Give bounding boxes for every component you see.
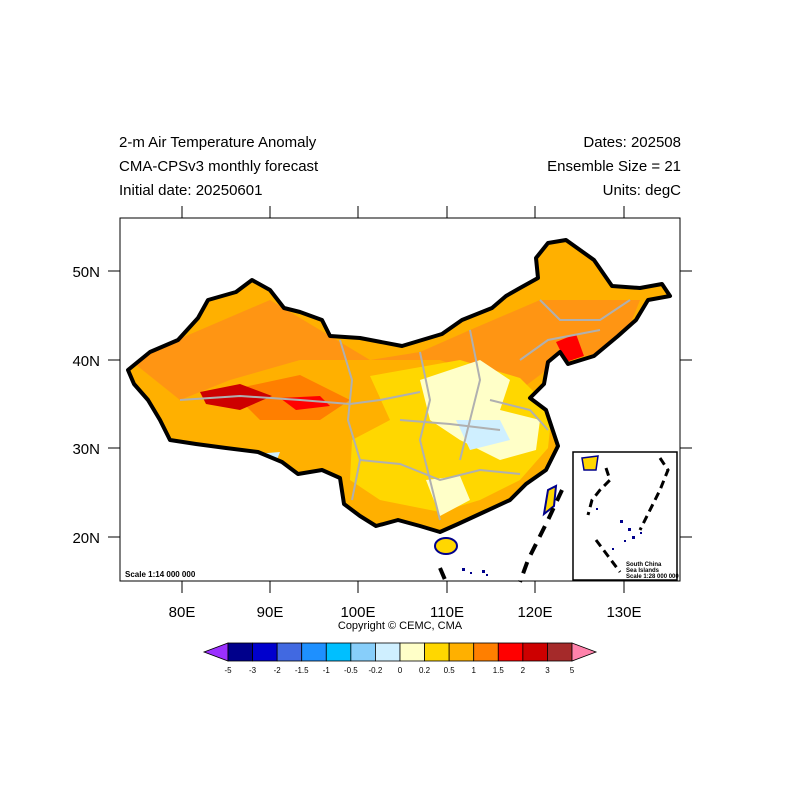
colorbar-swatch xyxy=(375,642,401,662)
colorbar-label: -0.5 xyxy=(344,666,358,675)
inset-scale: Scale 1:28 000 000 xyxy=(626,574,679,580)
colorbar-swatch xyxy=(547,642,573,662)
initial-date-label: Initial date: 20250601 xyxy=(119,182,263,199)
lon-label-80e: 80E xyxy=(169,604,196,621)
maritime-boundary xyxy=(518,489,564,583)
colorbar-swatch xyxy=(399,642,425,662)
china-border xyxy=(126,238,672,534)
colorbar-overflow-arrow xyxy=(571,642,598,662)
colorbar-swatch xyxy=(448,642,475,662)
south-china-sea-inset: South China Sea Islands Scale 1:28 000 0… xyxy=(572,451,679,581)
colorbar-label: 0.5 xyxy=(444,666,456,675)
ensemble-size-label: Ensemble Size = 21 xyxy=(547,158,681,175)
colorbar-swatch xyxy=(350,642,376,662)
dates-label: Dates: 202508 xyxy=(583,134,681,151)
colorbar-label: -1.5 xyxy=(295,666,309,675)
colorbar-swatch xyxy=(227,642,253,662)
lat-ticks xyxy=(108,270,692,538)
colorbar-swatch xyxy=(301,642,327,662)
small-islands xyxy=(462,568,488,576)
lon-label-110e: 110E xyxy=(430,604,464,621)
hainan-island xyxy=(434,537,458,555)
maritime-boundary-west xyxy=(438,567,448,583)
colorbar-swatch xyxy=(522,642,548,662)
colorbar-label: 0.2 xyxy=(419,666,431,675)
lat-label-40n: 40N xyxy=(72,353,100,370)
colorbar-label: -0.2 xyxy=(369,666,383,675)
map-scale-note: Scale 1:14 000 000 xyxy=(125,570,196,579)
lon-label-100e: 100E xyxy=(340,604,375,621)
colorbar-label: 3 xyxy=(545,666,550,675)
colorbar-swatch xyxy=(473,642,499,662)
lon-label-120e: 120E xyxy=(517,604,552,621)
colorbar-label: -2 xyxy=(274,666,282,675)
colorbar-label: -5 xyxy=(224,666,232,675)
lon-ticks xyxy=(181,206,625,593)
colorbar-swatch xyxy=(424,642,450,662)
colorbar-label: 2 xyxy=(521,666,526,675)
colorbar-label: -3 xyxy=(249,666,257,675)
lat-label-50n: 50N xyxy=(72,264,100,281)
colorbar: -5 -3 -2 -1.5 -1 -0.5 -0.2 0 0.2 0.5 1 1.5 2 3 5 xyxy=(202,642,598,675)
colorbar-label: 1 xyxy=(471,666,476,675)
inset-title-line1: South China xyxy=(626,562,662,568)
units-label: Units: degC xyxy=(602,182,681,199)
copyright-note: Copyright © CEMC, CMA xyxy=(337,620,463,632)
lon-label-90e: 90E xyxy=(257,604,284,621)
taiwan-island xyxy=(542,484,558,517)
inset-title-line2: Sea Islands xyxy=(626,568,660,574)
map-subtitle: CMA-CPSv3 monthly forecast xyxy=(119,158,319,175)
colorbar-swatch xyxy=(497,642,524,662)
lat-label-30n: 30N xyxy=(72,441,100,458)
colorbar-swatch xyxy=(252,642,278,662)
colorbar-underflow-arrow xyxy=(202,642,229,662)
map-title: 2-m Air Temperature Anomaly xyxy=(119,134,317,151)
colorbar-swatch xyxy=(325,642,352,662)
colorbar-label: 1.5 xyxy=(493,666,505,675)
colorbar-label: 5 xyxy=(570,666,575,675)
lon-label-130e: 130E xyxy=(606,604,641,621)
lat-label-20n: 20N xyxy=(72,530,100,547)
colorbar-label: 0 xyxy=(398,666,403,675)
colorbar-label: -1 xyxy=(323,666,331,675)
colorbar-swatch xyxy=(276,642,303,662)
